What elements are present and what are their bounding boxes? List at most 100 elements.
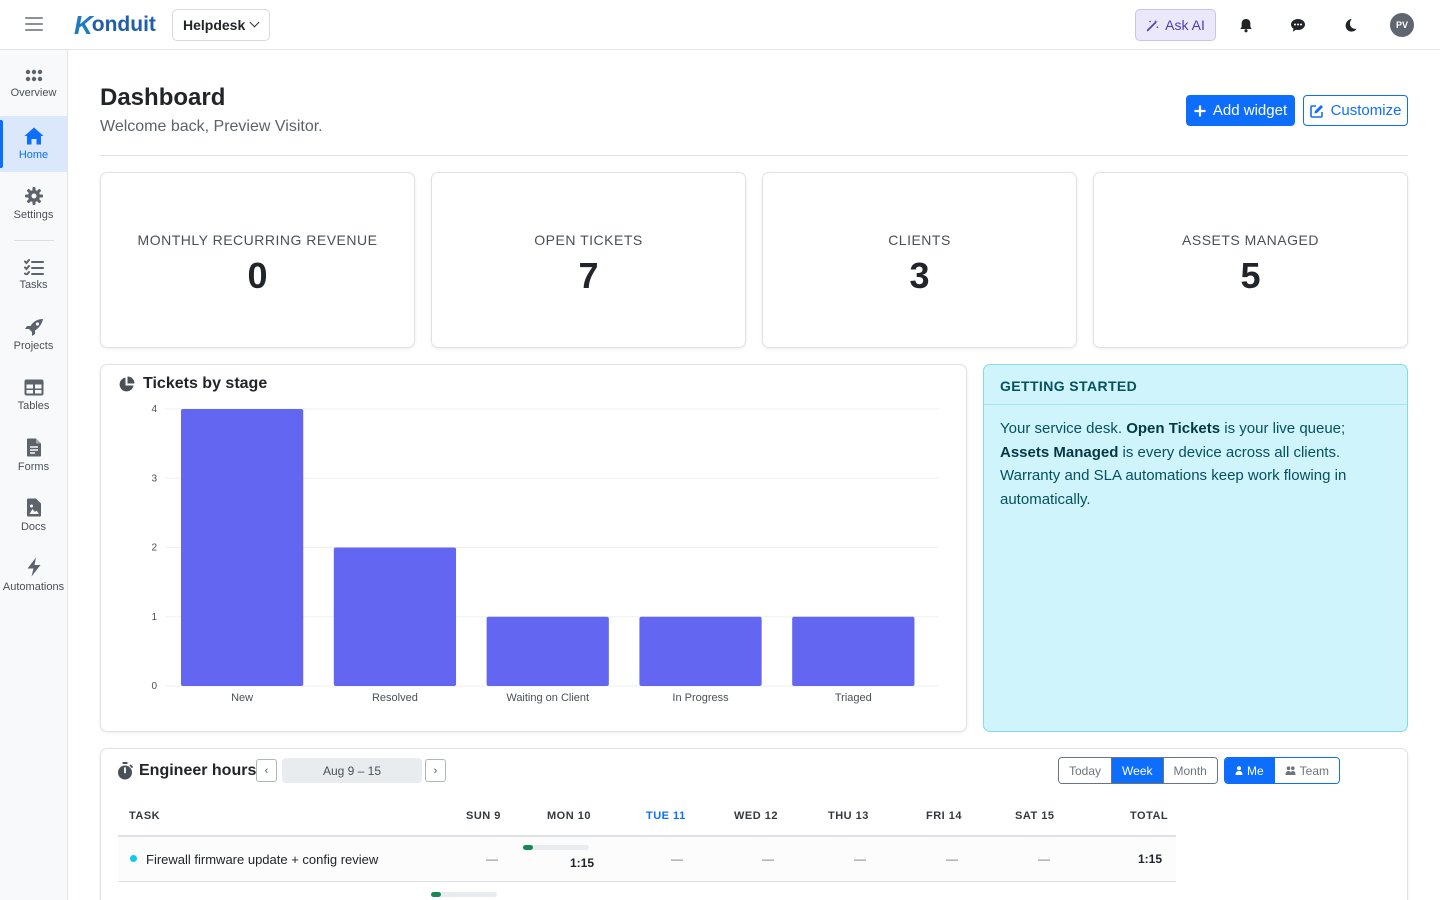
sidebar-item-settings[interactable]: Settings [0, 176, 67, 232]
person-icon [1235, 766, 1243, 775]
sidebar-item-tables[interactable]: Tables [0, 367, 67, 423]
doc-icon [26, 498, 41, 516]
add-widget-button[interactable]: Add widget [1186, 95, 1295, 126]
cell-thu[interactable]: — [854, 852, 866, 866]
col-wed: WED 12 [734, 810, 778, 822]
cell-total: 1:15 [1138, 852, 1163, 866]
col-tue: TUE 11 [646, 810, 686, 822]
cell-wed[interactable]: — [762, 852, 774, 866]
sidebar-item-label: Settings [13, 209, 54, 221]
bar-waiting-on-client [486, 616, 609, 686]
x-tick-label: Waiting on Client [506, 692, 589, 704]
logo[interactable]: K onduit [74, 10, 156, 40]
sidebar-item-label: Automations [2, 581, 65, 593]
customize-button[interactable]: Customize [1303, 95, 1408, 126]
edit-icon [1309, 104, 1323, 118]
home-icon [24, 127, 43, 145]
period-week[interactable]: Week [1112, 758, 1164, 783]
bar-resolved [333, 547, 457, 686]
cell-sat[interactable]: — [1038, 852, 1050, 866]
rocket-icon [24, 319, 43, 336]
stat-card-clients: CLIENTS 3 [762, 172, 1077, 348]
scope-me-label: Me [1247, 763, 1264, 778]
moon-icon[interactable] [1340, 15, 1360, 35]
cell-fri[interactable]: — [946, 852, 958, 866]
stopwatch-icon [118, 762, 133, 780]
bar-in-progress [639, 616, 762, 686]
bar-new [181, 409, 304, 686]
gs-text-1: Your service desk. [1000, 420, 1127, 437]
chevron-down-icon [249, 17, 260, 28]
bell-icon[interactable] [1236, 15, 1256, 35]
workspace-label: Helpdesk [183, 17, 246, 33]
x-tick-label: Resolved [372, 692, 418, 704]
stat-card-open-tickets: OPEN TICKETS 7 [431, 172, 746, 348]
col-thu: THU 13 [828, 810, 869, 822]
sidebar-item-label: Overview [10, 87, 57, 99]
sidebar: Overview Home Settings Tasks Projects Ta… [0, 50, 68, 900]
cell-mon[interactable]: 1:15 [570, 856, 595, 870]
x-tick-label: Triaged [835, 692, 872, 704]
engineer-hours-title: Engineer hours [139, 762, 257, 779]
gs-text-3: is every device across all clients. Warr… [1000, 443, 1347, 508]
bar-triaged [792, 616, 915, 686]
task-status-dot [130, 855, 137, 862]
stat-value: 7 [578, 255, 599, 296]
sidebar-item-forms[interactable]: Forms [0, 427, 67, 483]
gs-bold-assets-managed: Assets Managed [1000, 443, 1119, 461]
y-tick-label: 1 [151, 612, 157, 623]
sidebar-divider [14, 240, 54, 241]
col-sat: SAT 15 [1015, 810, 1055, 822]
sidebar-item-projects[interactable]: Projects [0, 307, 67, 363]
y-tick-label: 4 [151, 404, 157, 415]
prev-week-button[interactable]: ‹ [256, 759, 277, 782]
gs-text-2: is your live queue; [1220, 420, 1346, 437]
table-row[interactable] [118, 837, 1176, 882]
ask-ai-button[interactable]: Ask AI [1135, 9, 1216, 41]
ask-ai-label: Ask AI [1165, 17, 1205, 33]
gs-bold-open-tickets: Open Tickets [1126, 420, 1221, 437]
people-icon [1285, 766, 1296, 775]
sidebar-item-automations[interactable]: Automations [0, 547, 67, 603]
menu-icon[interactable] [25, 17, 43, 31]
next-week-button[interactable]: › [425, 759, 446, 782]
form-icon [26, 438, 41, 456]
mon-progress-track [523, 845, 589, 850]
date-range[interactable]: Aug 9 – 15 [282, 758, 422, 783]
stat-label: ASSETS MANAGED [1182, 232, 1319, 248]
stat-card-assets-managed: ASSETS MANAGED 5 [1093, 172, 1408, 348]
table-icon [24, 379, 43, 395]
sidebar-item-label: Projects [13, 340, 54, 352]
stat-label: OPEN TICKETS [534, 232, 643, 248]
sidebar-item-home[interactable]: Home [0, 116, 67, 172]
chat-icon[interactable] [1288, 15, 1308, 35]
scope-me[interactable]: Me [1225, 758, 1275, 783]
y-tick-label: 3 [151, 473, 157, 484]
logo-text: onduit [91, 13, 156, 36]
cell-tue[interactable]: — [671, 852, 683, 866]
sidebar-item-docs[interactable]: Docs [0, 487, 67, 543]
workspace-select[interactable]: Helpdesk [172, 9, 270, 41]
bolt-icon [27, 557, 40, 577]
engineer-hours-widget: Engineer hours ‹ Aug 9 – 15 › Today Week… [100, 748, 1408, 900]
sidebar-item-tasks[interactable]: Tasks [0, 247, 67, 303]
cell-sun: — [486, 852, 498, 866]
page-subtitle: Welcome back, Preview Visitor. [100, 118, 323, 135]
stat-label: CLIENTS [888, 232, 951, 248]
getting-started-title: GETTING STARTED [984, 365, 1407, 405]
period-today[interactable]: Today [1059, 758, 1113, 783]
y-tick-label: 0 [151, 681, 157, 692]
period-month[interactable]: Month [1163, 758, 1217, 783]
page-title: Dashboard [100, 84, 226, 111]
stat-card-mrr: MONTHLY RECURRING REVENUE 0 [100, 172, 415, 348]
sidebar-item-overview[interactable]: Overview [0, 56, 67, 112]
customize-label: Customize [1330, 102, 1402, 119]
plus-icon [1194, 105, 1206, 116]
stat-value: 3 [909, 255, 930, 296]
scope-team[interactable]: Team [1274, 758, 1340, 783]
y-tick-label: 2 [151, 543, 157, 554]
period-toggle: Today Week Month [1058, 757, 1218, 784]
x-tick-label: In Progress [672, 692, 729, 704]
task-name[interactable]: Firewall firmware update + config review [146, 852, 379, 867]
avatar[interactable]: PV [1390, 13, 1414, 37]
